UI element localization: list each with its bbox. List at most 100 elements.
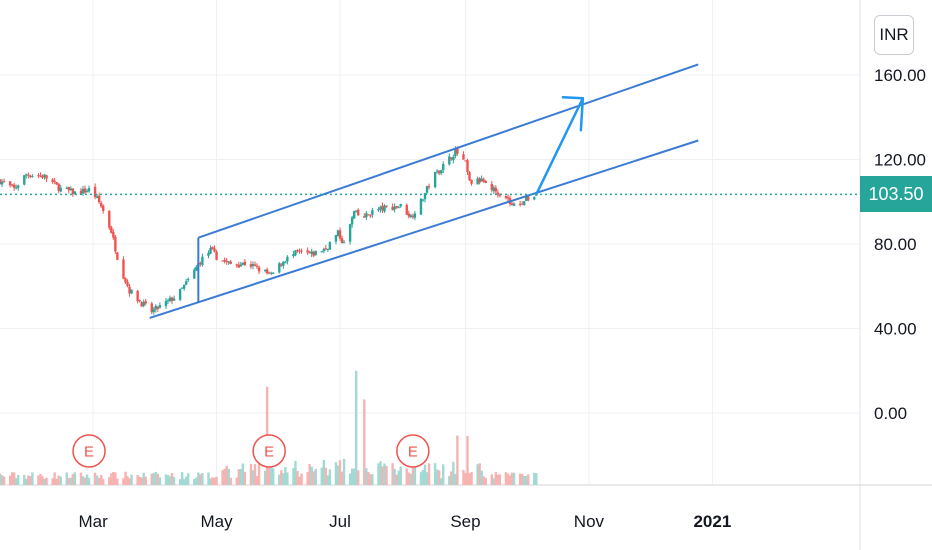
volume-bar	[535, 473, 538, 485]
candle-body	[221, 260, 224, 262]
volume-bar	[322, 459, 326, 485]
candle-body	[265, 269, 269, 274]
candle-body	[326, 248, 330, 250]
candle-body	[395, 206, 398, 208]
candle-body	[251, 264, 255, 266]
time-tick-label: Mar	[78, 512, 108, 531]
candle-body	[27, 174, 30, 176]
candle-body	[470, 179, 473, 184]
candle-body	[379, 206, 382, 210]
volume-bar	[166, 475, 170, 485]
earnings-marker[interactable]: E	[252, 434, 286, 468]
candle-body	[17, 185, 20, 188]
candle-body	[45, 175, 48, 179]
volume-bar	[241, 463, 245, 485]
candle-body	[425, 186, 429, 193]
volume-bar	[496, 474, 500, 485]
volume-bar	[187, 473, 190, 485]
candle-body	[14, 187, 18, 189]
candle-body	[381, 205, 384, 211]
candle-body	[512, 203, 516, 206]
candle-body	[435, 170, 439, 172]
earnings-circle	[252, 434, 286, 468]
volume-bar	[494, 472, 498, 485]
trend-channel[interactable]	[149, 63, 699, 319]
candle-body	[241, 262, 245, 265]
candle-body	[31, 176, 34, 178]
candle-body	[413, 213, 417, 218]
volume-bar	[112, 472, 115, 485]
volume-bar	[65, 472, 68, 485]
candle-body	[371, 210, 374, 215]
candle-body	[124, 278, 127, 283]
candle-body	[178, 289, 182, 300]
currency-button[interactable]: INR	[874, 15, 914, 55]
volume-bar	[67, 477, 71, 485]
volume-bar	[221, 470, 224, 485]
volume-bar	[512, 472, 516, 485]
channel-lower-line	[149, 139, 699, 319]
candle-body	[53, 180, 56, 182]
earnings-marker[interactable]: E	[72, 434, 106, 468]
volume-bar	[350, 468, 354, 485]
volume-bar	[312, 471, 315, 485]
volume-bar	[520, 473, 524, 485]
volume-bar	[184, 476, 188, 485]
candle-body	[138, 299, 141, 302]
candlesticks	[0, 146, 538, 315]
earnings-label: E	[408, 444, 418, 461]
volume-bar	[399, 466, 402, 485]
candle-body	[158, 305, 162, 308]
volume-bar	[480, 470, 483, 485]
candle-body	[257, 267, 261, 272]
candle-body	[164, 301, 168, 307]
candle-body	[43, 174, 46, 177]
candle-body	[223, 259, 226, 262]
candle-body	[492, 187, 496, 192]
volume-bar	[454, 474, 457, 485]
volume-bar	[251, 470, 255, 485]
volume-bar	[367, 471, 370, 485]
candle-body	[314, 250, 317, 255]
volume-bar	[504, 472, 508, 485]
volume-bar	[43, 478, 46, 485]
volume-bar	[518, 473, 522, 485]
time-axis[interactable]: Mar May Jul Sep Nov 2021	[78, 512, 731, 531]
candle-body	[37, 175, 40, 177]
candle-body	[354, 210, 358, 212]
time-tick-label: Nov	[574, 512, 605, 531]
candle-body	[450, 157, 453, 159]
volume-bar	[292, 468, 295, 485]
candle-body	[522, 201, 526, 205]
volume-bar	[395, 474, 398, 485]
candle-body	[282, 261, 285, 266]
candle-body	[249, 264, 253, 267]
candle-body	[83, 188, 87, 193]
candle-body	[108, 210, 111, 228]
volume-bar	[338, 460, 342, 485]
volume-bar	[229, 477, 232, 485]
volume-bar	[110, 473, 113, 485]
candle-body	[99, 203, 103, 207]
candle-body	[172, 298, 176, 301]
earnings-marker[interactable]: E	[396, 434, 430, 468]
candle-body	[324, 248, 328, 250]
time-tick-label: 2021	[693, 512, 731, 531]
candle-body	[29, 175, 32, 178]
candle-body	[454, 148, 457, 157]
volume-bar	[239, 469, 243, 485]
earnings-label: E	[264, 444, 274, 461]
candle-body	[87, 188, 91, 192]
candle-body	[294, 250, 297, 256]
volume-bar	[527, 474, 530, 485]
price-axis[interactable]: 0.00 40.00 80.00 120.00 160.00	[874, 66, 926, 423]
volume-bar	[180, 472, 184, 485]
candle-body	[284, 262, 287, 264]
candle-body	[272, 272, 275, 274]
candle-body	[41, 175, 44, 178]
candle-body	[419, 198, 423, 215]
candle-body	[399, 203, 402, 207]
